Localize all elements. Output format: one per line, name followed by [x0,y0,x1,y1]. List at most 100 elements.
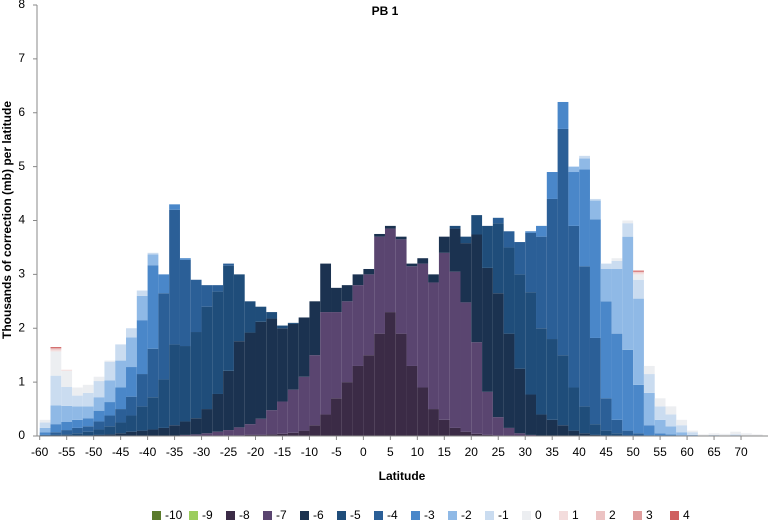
bar-segment [61,430,73,435]
bar-segment [471,433,483,436]
bar-segment [104,360,116,362]
bar-segment [633,279,644,299]
bar-segment [298,317,310,377]
bar-segment [687,432,698,435]
bar-segment [61,386,73,406]
bar-segment [126,328,137,338]
bar-segment [255,306,267,322]
bar-segment [633,298,644,385]
bar-segment [104,380,116,403]
bar-segment [471,234,483,343]
bar-segment [482,267,493,392]
bar-segment [438,252,450,420]
bar-segment [104,361,116,381]
bar-segment [643,365,655,375]
bar-segment [708,434,720,436]
bar-segment [39,419,51,423]
bar-segment [147,254,159,266]
bar-segment [126,337,137,368]
bar-segment [61,370,73,387]
bar-segment [503,247,515,334]
bar-segment [104,415,116,427]
bar-segment [676,432,688,436]
bar-segment [384,228,396,313]
bar-segment [190,332,202,419]
bar-segment [395,239,407,334]
bar-segment [622,236,634,350]
bar-segment [352,285,364,366]
bar-segment [72,427,83,434]
bar-segment [665,406,677,415]
bar-segment [331,287,342,313]
bar-segment [169,204,180,210]
bar-segment [223,265,234,371]
x-tick-label: 5 [387,445,394,459]
bar-segment [320,312,332,415]
legend-label: -2 [461,508,472,522]
x-tick-label: 70 [734,445,748,459]
bar-segment [266,434,278,436]
bar-segment [395,333,407,436]
x-tick-label: -5 [331,445,342,459]
y-tick-label: 8 [18,0,25,11]
bar-segment [449,228,461,272]
legend-label: -7 [276,508,287,522]
bar-segment [223,430,234,436]
legend-swatch [670,511,679,520]
legend-swatch [374,511,383,520]
bar-segment [589,337,601,425]
legend-swatch [411,511,420,520]
bar-segment [643,374,655,393]
bar-segment [611,258,623,261]
x-tick-label: -35 [166,445,184,459]
bar-segment [438,236,450,253]
bar-segment [93,397,105,411]
bar-segment [244,424,256,435]
bar-segment [266,312,278,319]
bar-segment [654,398,666,407]
bar-segment [525,434,537,436]
bar-segment [287,322,299,324]
bar-segment [82,406,94,419]
bar-segment [61,421,73,431]
bar-segment [158,427,170,436]
bar-segment [244,301,256,333]
x-tick-label: 20 [465,445,479,459]
bar-segment [492,217,504,224]
bar-segment [309,301,321,356]
bar-segment [147,429,159,436]
bar-segment [546,198,558,340]
x-tick-label: 55 [653,445,667,459]
bar-segment [374,236,385,334]
bar-segment [104,426,116,435]
bar-segment [179,421,191,435]
bar-segment [579,433,590,436]
bar-segment [568,225,580,388]
bar-segment [255,434,267,436]
x-tick-label: -60 [31,445,49,459]
bar-segment [147,348,159,398]
x-tick-label: 40 [573,445,587,459]
bar-segment [449,225,461,229]
bar-segment [50,349,62,352]
legend-swatch [337,511,346,520]
bar-segment [115,433,127,436]
bar-segment [331,312,342,399]
y-tick-label: 5 [18,159,25,173]
bar-segment [39,422,51,428]
bar-segment [600,430,612,436]
bar-segment [277,433,288,436]
bar-segment [115,344,127,361]
legend-swatch [152,511,161,520]
x-axis-label: Latitude [379,469,426,483]
bar-segment [557,355,569,426]
legend-swatch [559,511,568,520]
bar-segment [633,271,644,273]
bar-segment [525,292,537,395]
bar-segment [633,384,644,434]
x-tick-label: -10 [301,445,319,459]
y-tick-label: 7 [18,51,25,65]
bar-segment [579,158,590,170]
x-tick-label: 25 [492,445,506,459]
bar-segment [654,406,666,420]
